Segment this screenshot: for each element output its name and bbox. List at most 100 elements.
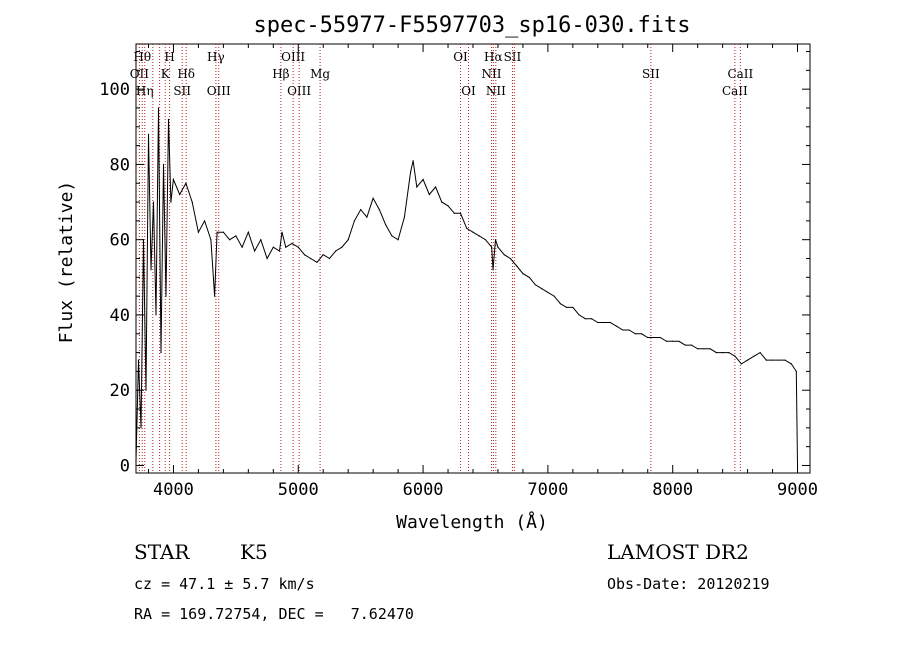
spectrum-point bbox=[247, 231, 249, 233]
observation-date: Obs-Date: 20120219 bbox=[607, 575, 770, 593]
line-marker-label: Hβ bbox=[272, 67, 289, 81]
spectrum-point bbox=[753, 355, 755, 357]
coordinates: RA = 169.72754, DEC = 7.62470 bbox=[134, 605, 414, 623]
spectrum-point bbox=[740, 363, 743, 365]
spectrum-point bbox=[547, 291, 549, 293]
spectrum-point bbox=[603, 321, 605, 324]
line-marker-label: OI bbox=[453, 50, 468, 64]
line-marker-label: Hα bbox=[484, 50, 503, 64]
line-marker-label: NII bbox=[481, 67, 501, 81]
spectrum-point bbox=[281, 231, 283, 233]
spectrum-point bbox=[150, 269, 152, 271]
spectrum-point bbox=[335, 250, 337, 252]
spectrum-point bbox=[516, 265, 518, 267]
spectrum-point bbox=[528, 276, 530, 278]
spectrum-point bbox=[653, 336, 655, 339]
spectrum-point bbox=[790, 363, 792, 365]
line-marker-label: K bbox=[161, 67, 171, 81]
spectrum-point bbox=[503, 254, 505, 256]
spectrum-point bbox=[534, 284, 537, 286]
spectrum-point bbox=[145, 389, 147, 391]
line-marker-label: CaII bbox=[722, 84, 748, 98]
spectrum-point bbox=[703, 348, 705, 350]
spectrum-point bbox=[297, 246, 299, 248]
spectrum-point bbox=[559, 303, 562, 305]
spectrum-point bbox=[591, 318, 593, 320]
spectrum-point bbox=[784, 359, 786, 361]
spectrum-point bbox=[640, 333, 643, 335]
spectrum-point bbox=[597, 321, 599, 324]
x-tick-label: 6000 bbox=[403, 480, 444, 500]
spectrum-point bbox=[795, 370, 797, 372]
spectrum-point bbox=[272, 246, 274, 248]
x-tick-label: 7000 bbox=[527, 480, 568, 500]
spectrum-point bbox=[155, 314, 157, 316]
object-subclass: K5 bbox=[240, 540, 268, 564]
spectrum-point bbox=[747, 359, 749, 361]
spectrum-point bbox=[322, 254, 324, 256]
spectrum-point bbox=[492, 269, 494, 271]
spectrum-point bbox=[584, 318, 586, 320]
spectrum-point bbox=[765, 359, 767, 361]
spectrum-point bbox=[291, 242, 293, 244]
survey-name: LAMOST DR2 bbox=[607, 540, 749, 564]
spectrum-point bbox=[622, 329, 624, 331]
spectrum-point bbox=[360, 209, 362, 211]
spectrum-point bbox=[157, 107, 160, 109]
spectrum-point bbox=[422, 178, 424, 181]
spectrum-point bbox=[484, 239, 487, 241]
spectrum-point bbox=[728, 352, 730, 354]
spectrum-point bbox=[459, 212, 462, 214]
line-marker-label: Hη bbox=[136, 84, 154, 98]
spectral-line-markers: OII Hθ Hη KH SII Hδ Hγ OIII Hβ OIII OIII Mg OI OI NII H… bbox=[130, 44, 754, 473]
spectrum-series bbox=[135, 107, 799, 467]
line-marker-label: Mg bbox=[310, 67, 330, 81]
spectrum-point bbox=[165, 295, 167, 297]
line-marker-label: OIII bbox=[281, 50, 305, 64]
axes: 4000 5000 6000 7000 8000 9000 0 20 40 60 80 100 bbox=[99, 44, 818, 500]
spectrum-point bbox=[403, 216, 405, 218]
chart-title: spec-55977-F5597703_sp16-030.fits bbox=[253, 13, 690, 38]
spectrum-point bbox=[410, 171, 412, 173]
spectrum-point bbox=[260, 239, 262, 241]
spectrum-point bbox=[179, 193, 181, 196]
spectrum-point bbox=[615, 325, 618, 327]
spectrum-point bbox=[453, 212, 455, 214]
spectrum-point bbox=[140, 427, 142, 429]
spectrum-point bbox=[665, 340, 668, 342]
spectrum-point bbox=[191, 201, 193, 203]
spectrum-point bbox=[697, 348, 699, 350]
spectrum-point bbox=[278, 250, 281, 252]
spectrum-point bbox=[491, 246, 493, 248]
spectrum-point bbox=[412, 160, 414, 162]
spectrum-point bbox=[509, 257, 511, 260]
line-marker-label: SII bbox=[173, 84, 191, 98]
spectrum-point bbox=[522, 273, 524, 275]
spectrum-point bbox=[778, 359, 780, 361]
spectrum-point bbox=[647, 336, 649, 339]
spectrum-point bbox=[397, 239, 399, 241]
spectrum-point bbox=[341, 246, 343, 248]
spectrum-point bbox=[214, 295, 216, 297]
spectrum-point bbox=[303, 254, 306, 256]
spectrum-point bbox=[428, 193, 430, 196]
spectrum-point bbox=[478, 235, 480, 237]
spectrum-point bbox=[391, 235, 393, 237]
x-tick-label: 9000 bbox=[777, 480, 818, 500]
spectrum-point bbox=[285, 246, 287, 248]
spectrum-point bbox=[684, 344, 686, 346]
y-tick-label: 0 bbox=[120, 456, 130, 476]
spectrum-point bbox=[185, 182, 187, 184]
line-marker-label: H bbox=[164, 50, 174, 64]
spectrum-point bbox=[722, 352, 724, 354]
spectrum-point bbox=[441, 201, 443, 203]
spectrum-point bbox=[204, 220, 206, 222]
spectrum-point bbox=[734, 355, 736, 357]
spectrum-point bbox=[772, 359, 774, 361]
line-marker-label: SII bbox=[504, 50, 522, 64]
y-tick-label: 20 bbox=[110, 381, 130, 401]
spectrum-point bbox=[316, 261, 318, 263]
spectrum-point bbox=[553, 295, 555, 297]
spectrum-point bbox=[135, 461, 137, 463]
